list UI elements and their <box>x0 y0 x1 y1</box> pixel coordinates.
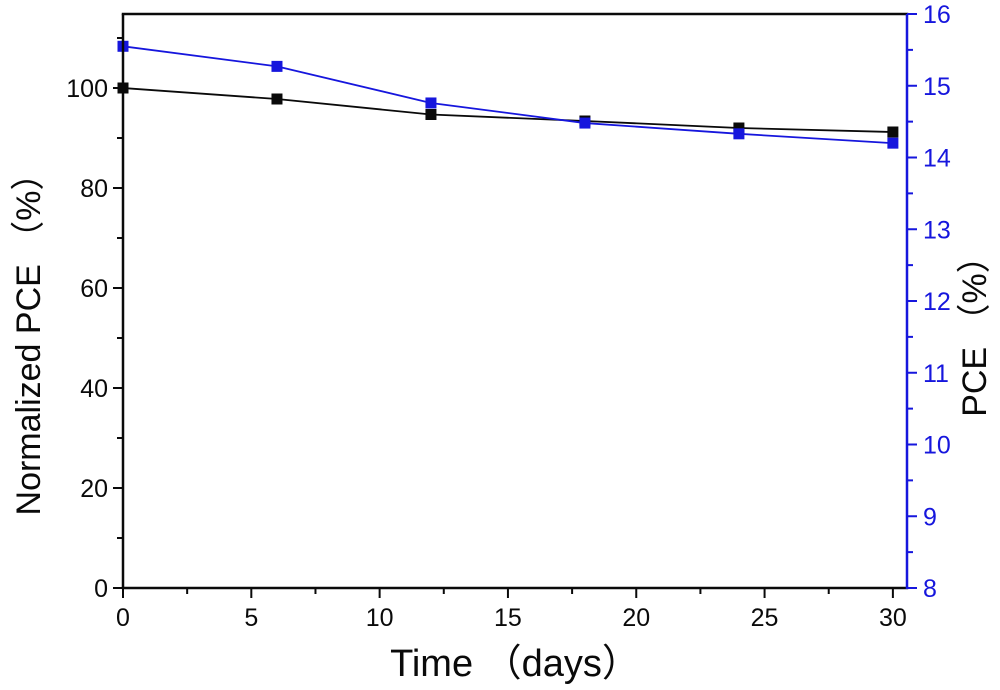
right-tick-label: 11 <box>923 360 949 388</box>
x-tick-label: 10 <box>366 604 394 632</box>
x-tick-label: 0 <box>116 604 130 632</box>
x-tick-label: 5 <box>244 604 258 632</box>
right-tick-label: 9 <box>923 503 937 531</box>
left-tick-label: 0 <box>94 575 108 603</box>
right-tick-label: 12 <box>923 288 951 316</box>
right-tick-label: 10 <box>923 432 951 460</box>
x-axis-title: Time （days） <box>390 643 640 685</box>
x-tick-label: 15 <box>494 604 522 632</box>
data-point-normalized-pce <box>425 109 437 120</box>
series-line-normalized-pce <box>122 87 893 133</box>
right-tick-label: 13 <box>923 216 951 244</box>
x-tick-label: 25 <box>751 604 779 632</box>
data-point-pce <box>733 128 745 140</box>
left-tick-label: 20 <box>80 475 108 503</box>
data-point-normalized-pce <box>887 126 899 138</box>
series-line-pce <box>122 45 893 145</box>
data-point-pce <box>425 97 437 109</box>
x-tick-label: 20 <box>622 604 650 632</box>
right-tick-label: 16 <box>923 1 951 29</box>
left-tick-label: 60 <box>80 275 108 303</box>
data-point-pce <box>887 137 899 149</box>
data-point-pce <box>271 60 283 72</box>
left-axis-title: Normalized PCE （%） <box>10 157 48 516</box>
right-axis-title: PCE （%） <box>956 239 994 417</box>
left-tick-label: 80 <box>80 175 108 203</box>
left-tick-label: 40 <box>80 375 108 403</box>
left-tick-label: 100 <box>66 75 108 103</box>
right-tick-label: 14 <box>923 145 951 173</box>
x-tick-label: 30 <box>879 604 907 632</box>
data-point-pce <box>579 117 591 129</box>
data-point-normalized-pce <box>271 93 283 105</box>
right-tick-label: 8 <box>923 575 937 603</box>
right-tick-label: 15 <box>923 73 951 101</box>
data-point-normalized-pce <box>733 122 745 134</box>
